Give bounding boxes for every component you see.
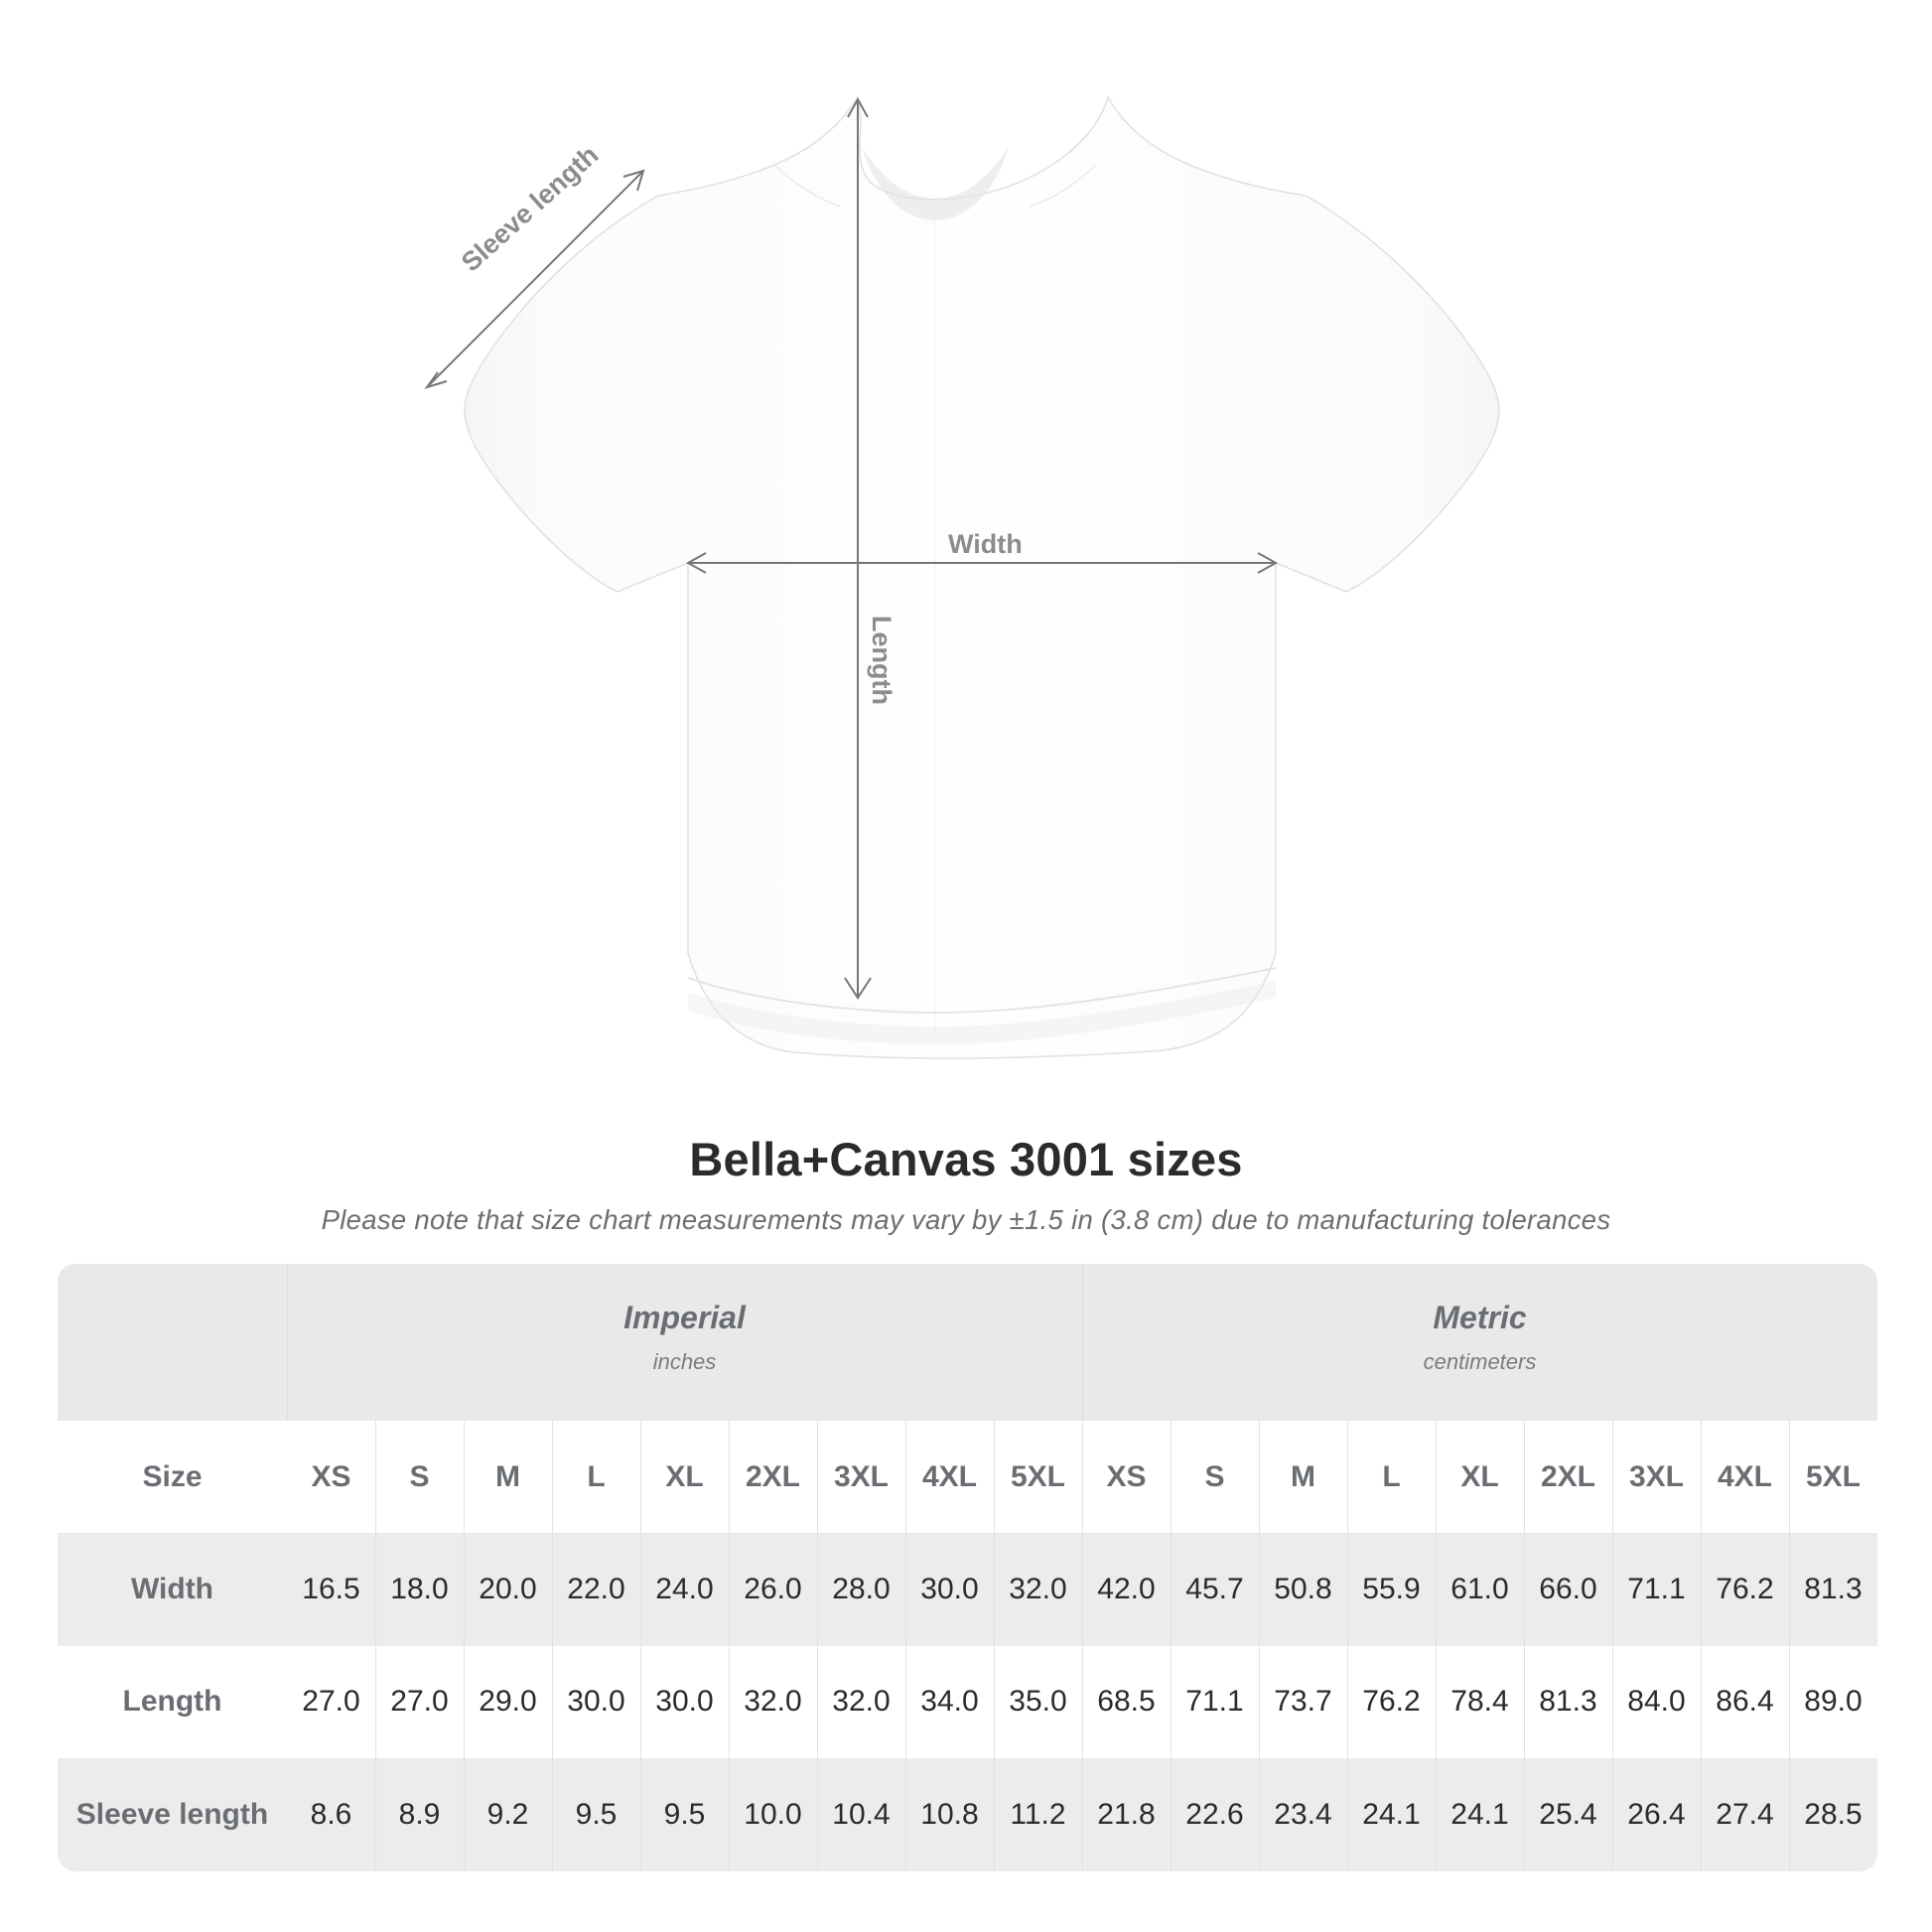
svg-text:Width: Width [948, 529, 1023, 559]
svg-text:Length: Length [867, 616, 897, 705]
